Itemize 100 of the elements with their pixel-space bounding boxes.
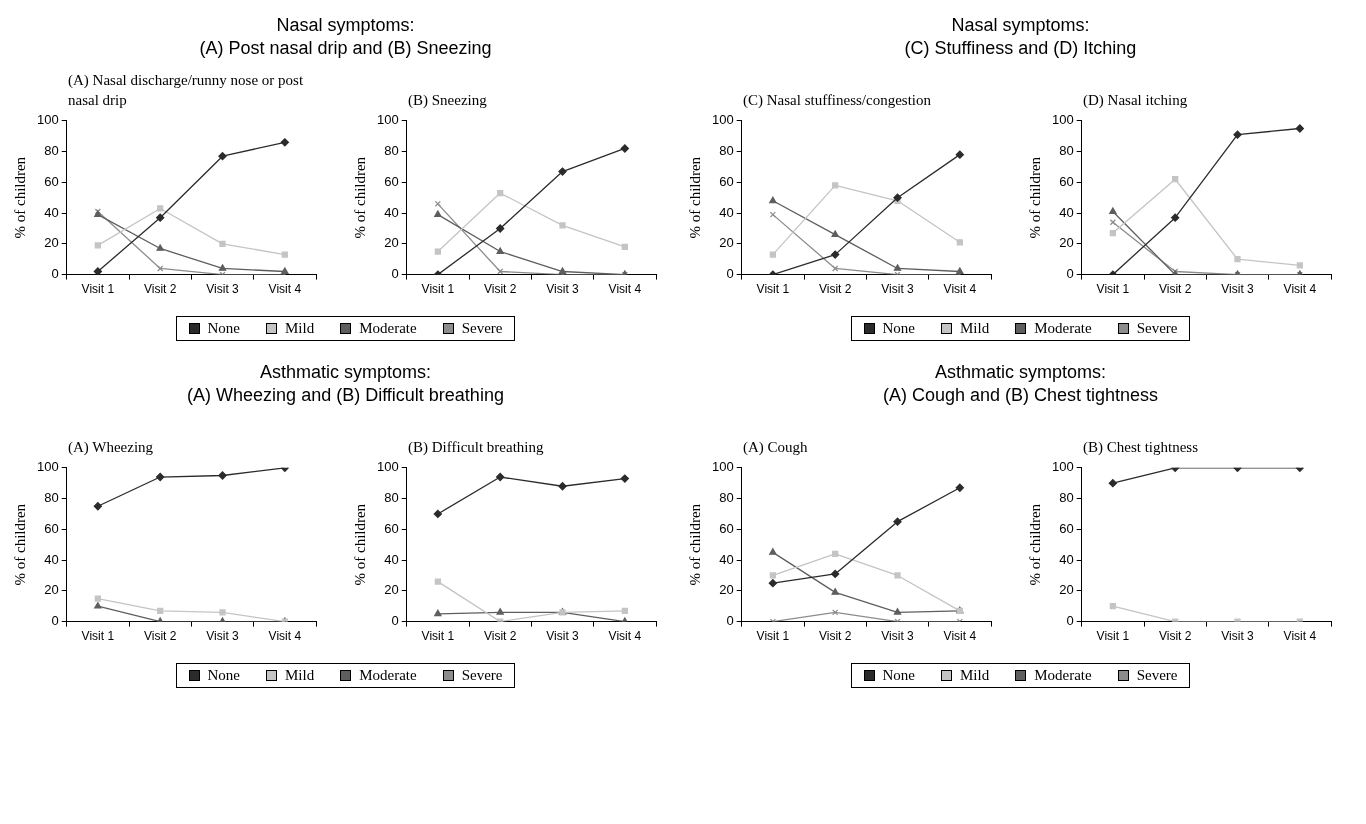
y-tick-label: 0: [51, 266, 59, 282]
y-tick-label: 100: [376, 112, 399, 128]
x-tick-label: Visit 3: [206, 282, 240, 297]
x-tick-label: Visit 1: [756, 629, 790, 644]
y-tick-label: 20: [719, 582, 734, 598]
y-tick-label: 0: [391, 613, 399, 629]
y-tick-label: 80: [1059, 490, 1074, 506]
y-tick-label: 60: [1059, 520, 1074, 536]
y-axis-title: % of children: [686, 503, 703, 586]
legend-label: Severe: [1136, 320, 1178, 337]
y-tick-label: 100: [711, 112, 734, 128]
x-tick-label: Visit 1: [81, 282, 115, 297]
y-axis-title: % of children: [11, 156, 28, 239]
y-tick-label: 20: [719, 235, 734, 251]
x-tick-label: Visit 4: [1283, 282, 1317, 297]
chart-subtitle: (A) Wheezing: [67, 438, 155, 457]
y-tick-label: 60: [1059, 173, 1074, 189]
chart-subtitle: (C) Nasal stuffiness/congestion: [742, 91, 933, 110]
y-tick-label: 100: [1051, 459, 1074, 475]
x-tick-label: Visit 3: [1221, 282, 1255, 297]
y-axis-title: % of children: [351, 503, 368, 586]
x-tick-label: Visit 2: [818, 282, 852, 297]
legend-label: Mild: [960, 320, 990, 337]
x-tick-label: Visit 1: [1096, 282, 1130, 297]
y-tick-label: 40: [1059, 204, 1074, 220]
chart-title: Asthmatic symptoms: (A) Cough and (B) Chest tightness: [881, 361, 1160, 407]
legend-label: Moderate: [359, 667, 417, 684]
y-tick-label: 60: [384, 520, 399, 536]
chart-title: Nasal symptoms: (A) Post nasal drip and (B) Sneezing: [198, 14, 493, 60]
legend-label: Severe: [461, 320, 503, 337]
y-tick-label: 20: [1059, 582, 1074, 598]
y-tick-label: 20: [44, 235, 59, 251]
legend-label: Moderate: [1034, 667, 1092, 684]
y-axis-title: % of children: [351, 156, 368, 239]
x-tick-label: Visit 4: [608, 629, 642, 644]
x-tick-label: Visit 2: [483, 629, 517, 644]
y-tick-label: 80: [719, 490, 734, 506]
x-tick-label: Visit 1: [756, 282, 790, 297]
x-tick-label: Visit 1: [1096, 629, 1130, 644]
x-tick-label: Visit 4: [943, 629, 977, 644]
y-tick-label: 20: [384, 235, 399, 251]
y-tick-label: 100: [376, 459, 399, 475]
x-tick-label: Visit 1: [421, 629, 455, 644]
y-axis-title: % of children: [1026, 503, 1043, 586]
x-tick-label: Visit 4: [943, 282, 977, 297]
y-tick-label: 60: [384, 173, 399, 189]
chart-subtitle: (D) Nasal itching: [1082, 91, 1189, 110]
legend-label: Severe: [461, 667, 503, 684]
legend-label: Moderate: [359, 320, 417, 337]
y-tick-label: 0: [1066, 613, 1074, 629]
y-tick-label: 100: [36, 112, 59, 128]
x-tick-label: Visit 2: [483, 282, 517, 297]
x-tick-label: Visit 3: [1221, 629, 1255, 644]
x-tick-label: Visit 2: [1158, 629, 1192, 644]
y-tick-label: 40: [44, 551, 59, 567]
chart-subtitle: (B) Chest tightness: [1082, 438, 1199, 457]
y-tick-label: 80: [719, 143, 734, 159]
y-axis-title: % of children: [1026, 156, 1043, 239]
chart-title: Asthmatic symptoms: (A) Wheezing and (B) Difficult breathing: [186, 361, 505, 407]
legend-label: None: [882, 320, 915, 337]
y-tick-label: 40: [44, 204, 59, 220]
chart-subtitle: (B) Sneezing: [407, 91, 488, 110]
x-tick-label: Visit 3: [546, 282, 580, 297]
y-tick-label: 40: [384, 204, 399, 220]
x-tick-label: Visit 3: [881, 282, 915, 297]
x-tick-label: Visit 3: [881, 629, 915, 644]
x-tick-label: Visit 3: [546, 629, 580, 644]
x-tick-label: Visit 2: [143, 282, 177, 297]
legend-label: None: [207, 667, 240, 684]
y-tick-label: 0: [726, 613, 734, 629]
y-tick-label: 20: [384, 582, 399, 598]
chart-title: Nasal symptoms: (C) Stuffiness and (D) Itching: [903, 14, 1138, 60]
x-tick-label: Visit 2: [818, 629, 852, 644]
chart-subtitle: (B) Difficult breathing: [407, 438, 545, 457]
legend-label: None: [207, 320, 240, 337]
chart-subtitle: (A) Nasal discharge/runny nose or post nasal drip: [67, 71, 305, 110]
y-axis-title: % of children: [11, 503, 28, 586]
x-tick-label: Visit 4: [268, 282, 302, 297]
y-tick-label: 80: [384, 143, 399, 159]
x-tick-label: Visit 4: [608, 282, 642, 297]
y-tick-label: 60: [719, 173, 734, 189]
x-tick-label: Visit 2: [143, 629, 177, 644]
x-tick-label: Visit 1: [81, 629, 115, 644]
y-tick-label: 100: [1051, 112, 1074, 128]
legend-label: Severe: [1136, 667, 1178, 684]
chart-subtitle: (A) Cough: [742, 438, 809, 457]
legend-label: Mild: [960, 667, 990, 684]
y-tick-label: 0: [726, 266, 734, 282]
y-tick-label: 60: [44, 173, 59, 189]
y-tick-label: 80: [44, 143, 59, 159]
y-tick-label: 40: [384, 551, 399, 567]
y-tick-label: 40: [719, 551, 734, 567]
legend-label: Mild: [285, 667, 315, 684]
x-tick-label: Visit 4: [268, 629, 302, 644]
y-tick-label: 60: [44, 520, 59, 536]
y-tick-label: 80: [1059, 143, 1074, 159]
y-tick-label: 0: [1066, 266, 1074, 282]
legend-label: None: [882, 667, 915, 684]
y-axis-title: % of children: [686, 156, 703, 239]
y-tick-label: 40: [719, 204, 734, 220]
